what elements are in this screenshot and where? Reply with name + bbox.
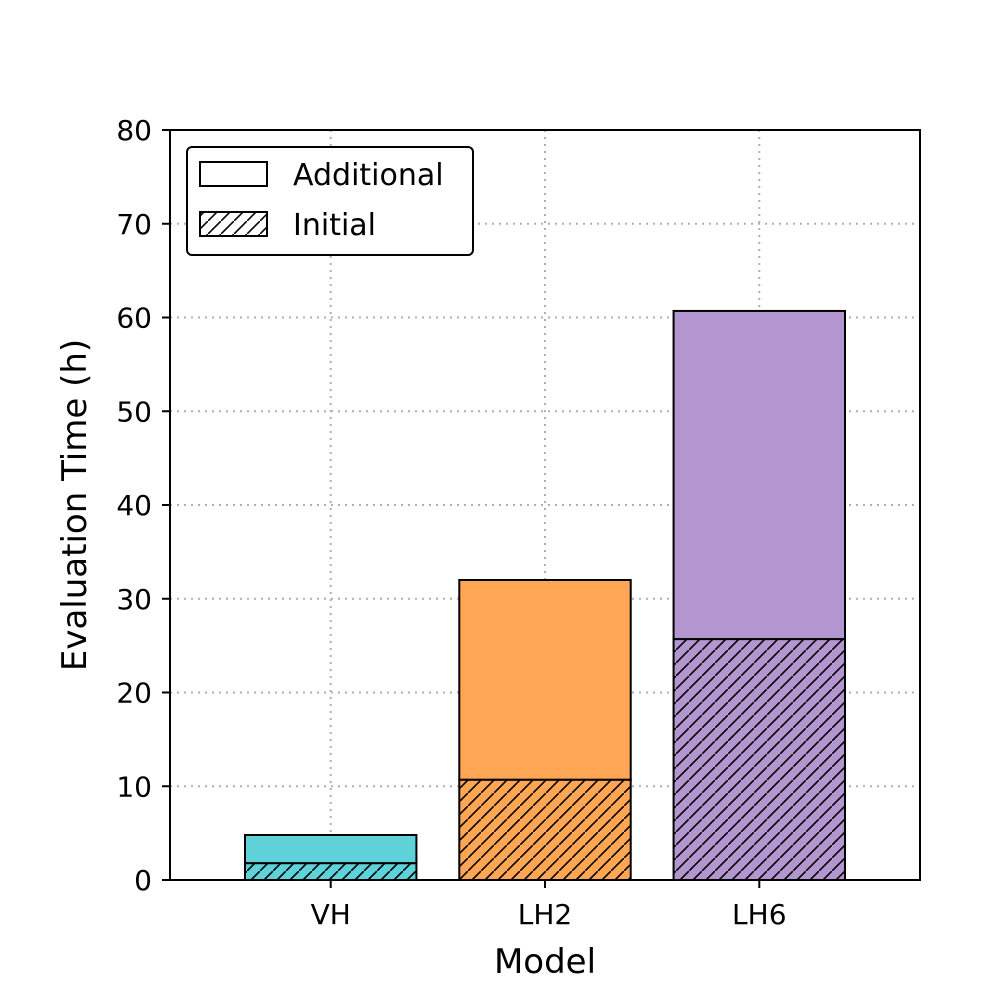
bar-additional-lh2: [459, 580, 631, 780]
y-tick-label: 40: [116, 489, 152, 522]
bar-additional-vh: [245, 835, 417, 864]
legend-swatch-additional: [199, 161, 268, 187]
y-tick-label: 60: [116, 302, 152, 335]
x-tick-label: VH: [311, 898, 351, 931]
x-tick-label: LH2: [518, 898, 572, 931]
legend-swatch-initial: [199, 211, 268, 237]
y-tick-label: 0: [134, 864, 152, 897]
y-tick-label: 20: [116, 677, 152, 710]
bar-outline-additional-vh: [244, 834, 418, 865]
bar-hatch-initial-vh: [245, 863, 417, 880]
axis-ticks: 0 10 20 30 40 50 60 70 80 VH LH2 LH6: [116, 114, 786, 931]
legend-swatch-initial-fill: [200, 212, 267, 236]
legend-label-initial: Initial: [293, 208, 376, 243]
x-tick-label: LH6: [732, 898, 786, 931]
bar-outline-additional-lh6: [672, 309, 846, 641]
bar-hatch-initial-lh2: [459, 779, 631, 880]
bar-additional-lh6: [673, 310, 845, 640]
x-axis-title: Model: [494, 942, 596, 982]
bar-hatch-initial-lh6: [673, 639, 845, 880]
y-axis-title: Evaluation Time (h): [55, 339, 95, 671]
bar-outline-additional-lh2: [458, 579, 632, 781]
y-tick-label: 50: [116, 395, 152, 428]
legend-label-additional: Additional: [293, 158, 444, 193]
y-tick-label: 30: [116, 583, 152, 616]
bars: [244, 309, 846, 881]
legend: Additional Initial: [186, 146, 474, 256]
y-tick-label: 10: [116, 770, 152, 803]
y-tick-label: 80: [116, 114, 152, 147]
y-tick-label: 70: [116, 208, 152, 241]
